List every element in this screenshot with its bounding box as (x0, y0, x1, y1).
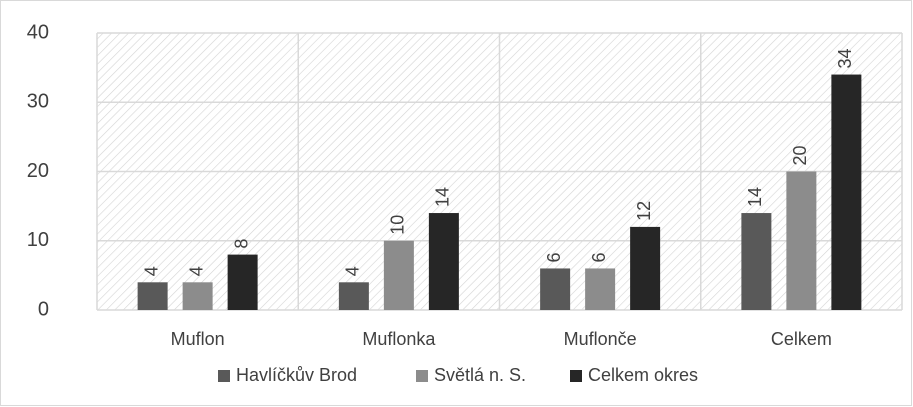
legend-label: Havlíčkův Brod (236, 365, 357, 385)
data-label: 4 (186, 266, 206, 276)
data-label: 12 (634, 201, 654, 221)
legend-label: Celkem okres (588, 365, 698, 385)
bar (786, 171, 817, 310)
y-tick-label: 20 (27, 160, 49, 182)
data-label: 14 (745, 187, 765, 207)
legend-swatch (218, 370, 230, 382)
legend-swatch (570, 370, 582, 382)
x-tick-label: Muflonče (564, 329, 637, 349)
data-label: 20 (790, 145, 810, 165)
bar (227, 254, 258, 310)
bar (585, 268, 616, 310)
x-tick-label: Muflon (171, 329, 225, 349)
data-label: 4 (343, 266, 363, 276)
y-tick-label: 0 (38, 298, 49, 320)
data-label: 34 (835, 49, 855, 69)
y-tick-label: 10 (27, 229, 49, 251)
bar (137, 282, 168, 310)
data-label: 10 (388, 215, 408, 235)
legend-label: Světlá n. S. (434, 365, 526, 385)
bar (630, 226, 661, 310)
bar (182, 282, 213, 310)
data-label: 6 (544, 252, 564, 262)
bar (428, 213, 459, 310)
data-label: 8 (231, 239, 251, 249)
bar (540, 268, 571, 310)
bar (338, 282, 369, 310)
bar (831, 74, 862, 310)
bar (383, 240, 414, 310)
data-label: 14 (433, 187, 453, 207)
legend-swatch (416, 370, 428, 382)
x-tick-label: Celkem (771, 329, 832, 349)
data-label: 6 (589, 252, 609, 262)
y-tick-label: 40 (27, 21, 49, 43)
x-tick-label: Muflonka (362, 329, 436, 349)
data-label: 4 (141, 266, 161, 276)
y-tick-label: 30 (27, 91, 49, 113)
bar (741, 213, 772, 310)
